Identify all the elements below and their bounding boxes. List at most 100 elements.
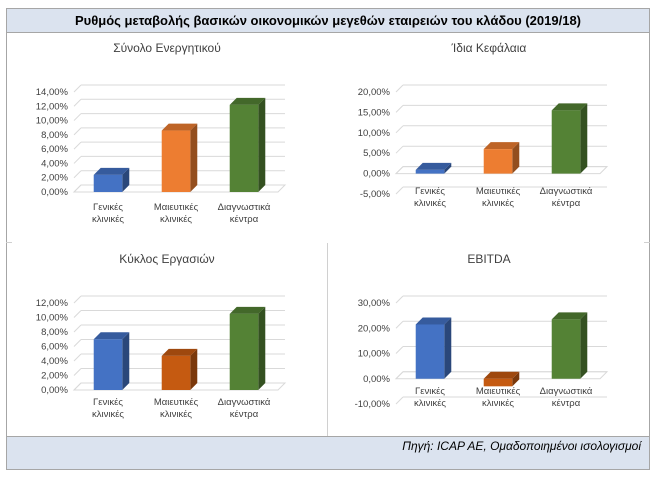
y-tick-label: 15,00% [358, 107, 391, 118]
bar-side [444, 317, 452, 379]
bar-side [580, 103, 588, 174]
bar-side [512, 371, 520, 387]
y-tick-label: 6,00% [41, 342, 68, 353]
bar [161, 123, 198, 192]
y-tick-label: 2,00% [41, 173, 68, 184]
chart-equity: Ίδια Κεφάλαια -5,00% 0,00% 5,00% 10,00% 15,00… [358, 41, 609, 209]
gridline-side [73, 353, 82, 362]
bar-front [551, 110, 581, 174]
chart-title: Κύκλος Εργασιών [119, 252, 214, 266]
bar-side [122, 332, 130, 390]
bar [551, 103, 588, 174]
gridline-side [395, 320, 404, 329]
bar [93, 332, 130, 390]
bar [483, 142, 520, 174]
chart-ebitda: EBITDA -10,00% 0,00% 10,00% 20,00% 30,00% Γενι… [355, 252, 609, 410]
bar-side [258, 97, 266, 192]
source-note: Πηγή: ICAP AE, Ομαδοποιημένοι ισολογισμο… [402, 439, 641, 453]
x-tick-label: Διαγνωστικά κέντρα [218, 397, 271, 420]
y-tick-label: 0,00% [363, 374, 390, 385]
bar-top [229, 306, 266, 314]
gridline-side [73, 295, 82, 304]
bar-side [580, 312, 588, 379]
y-tick-label: 20,00% [358, 323, 391, 334]
bar-side [190, 123, 198, 192]
bar-top [161, 348, 198, 356]
gridline-side [73, 98, 82, 107]
bar-front [229, 104, 259, 192]
bar-side [444, 162, 452, 174]
figure-title: Ρυθμός μεταβολής βασικών οικονομικών μεγ… [74, 13, 582, 28]
chart-title: Ίδια Κεφάλαια [451, 41, 527, 55]
gridline-side [395, 145, 404, 154]
bar [415, 162, 452, 174]
bar [161, 348, 198, 390]
y-tick-label: 2,00% [41, 371, 68, 382]
gridline-side [73, 310, 82, 318]
bar-side [512, 142, 520, 174]
gridline-side [73, 339, 82, 347]
floor [394, 166, 609, 175]
source-bar: Πηγή: ICAP AE, Ομαδοποιημένοι ισολογισμο… [6, 436, 650, 470]
bar-front [483, 378, 513, 387]
x-tick-label: Μαιευτικές κλινικές [476, 186, 521, 209]
y-tick-label: 12,00% [36, 101, 69, 112]
gridline-side [395, 396, 404, 405]
x-tick-label: Μαιευτικές κλινικές [154, 397, 199, 420]
chart-total-assets: Σύνολο Ενεργητικού 0,00% 2,00% 4,00% 6,00% 8,… [36, 41, 287, 225]
y-tick-label: 0,00% [41, 385, 68, 396]
bar [93, 167, 130, 192]
y-tick-label: 30,00% [358, 298, 391, 309]
y-tick-label: 0,00% [41, 187, 68, 198]
bar-top [551, 103, 588, 111]
y-tick-label: 8,00% [41, 327, 68, 338]
y-tick-label: 4,00% [41, 356, 68, 367]
figure-title-bar: Ρυθμός μεταβολής βασικών οικονομικών μεγ… [6, 8, 650, 33]
x-tick-label: Μαιευτικές κλινικές [154, 202, 199, 225]
floor [72, 382, 287, 391]
bar-top [415, 317, 452, 325]
chart-title: Σύνολο Ενεργητικού [113, 41, 221, 55]
gridline-side [73, 113, 82, 121]
bar-front [229, 313, 259, 390]
x-tick-label: Γενικές κλινικές [414, 386, 446, 409]
bar [415, 317, 452, 379]
gridline-side [395, 84, 404, 93]
panel-divider-horizontal-right [644, 242, 650, 243]
y-tick-label: 10,00% [36, 313, 69, 324]
bar-top [161, 123, 198, 131]
panel-divider-horizontal-left [6, 242, 12, 243]
bar-front [93, 174, 123, 192]
bar-top [483, 142, 520, 150]
chart-turnover: Κύκλος Εργασιών 0,00% 2,00% 4,00% 6,00% 8,00%… [36, 252, 287, 420]
bar-front [161, 355, 191, 390]
gridline-side [395, 186, 404, 195]
bar-top [415, 162, 452, 170]
y-tick-label: 5,00% [363, 148, 390, 159]
gridline-side [73, 368, 82, 376]
y-tick-label: 8,00% [41, 130, 68, 141]
gridline-side [395, 125, 404, 134]
y-tick-label: -5,00% [360, 189, 391, 200]
x-tick-label: Γενικές κλινικές [414, 186, 446, 209]
bar-front [551, 319, 581, 379]
bar-top [551, 312, 588, 320]
x-tick-label: Μαιευτικές κλινικές [476, 386, 521, 409]
x-tick-label: Διαγνωστικά κέντρα [540, 386, 593, 409]
bar [229, 97, 266, 192]
bar-front [93, 339, 123, 390]
y-tick-label: 14,00% [36, 87, 69, 98]
bar-front [415, 169, 445, 174]
bar [551, 312, 588, 379]
y-tick-label: -10,00% [355, 399, 391, 410]
y-tick-label: 6,00% [41, 144, 68, 155]
bar-side [190, 348, 198, 390]
chart-title: EBITDA [467, 252, 510, 266]
x-tick-label: Γενικές κλινικές [92, 397, 124, 420]
gridline-side [73, 127, 82, 136]
y-tick-label: 4,00% [41, 158, 68, 169]
gridline-side [395, 105, 404, 113]
panel-divider-vertical [327, 243, 328, 436]
bar-front [483, 149, 513, 174]
bar [229, 306, 266, 390]
